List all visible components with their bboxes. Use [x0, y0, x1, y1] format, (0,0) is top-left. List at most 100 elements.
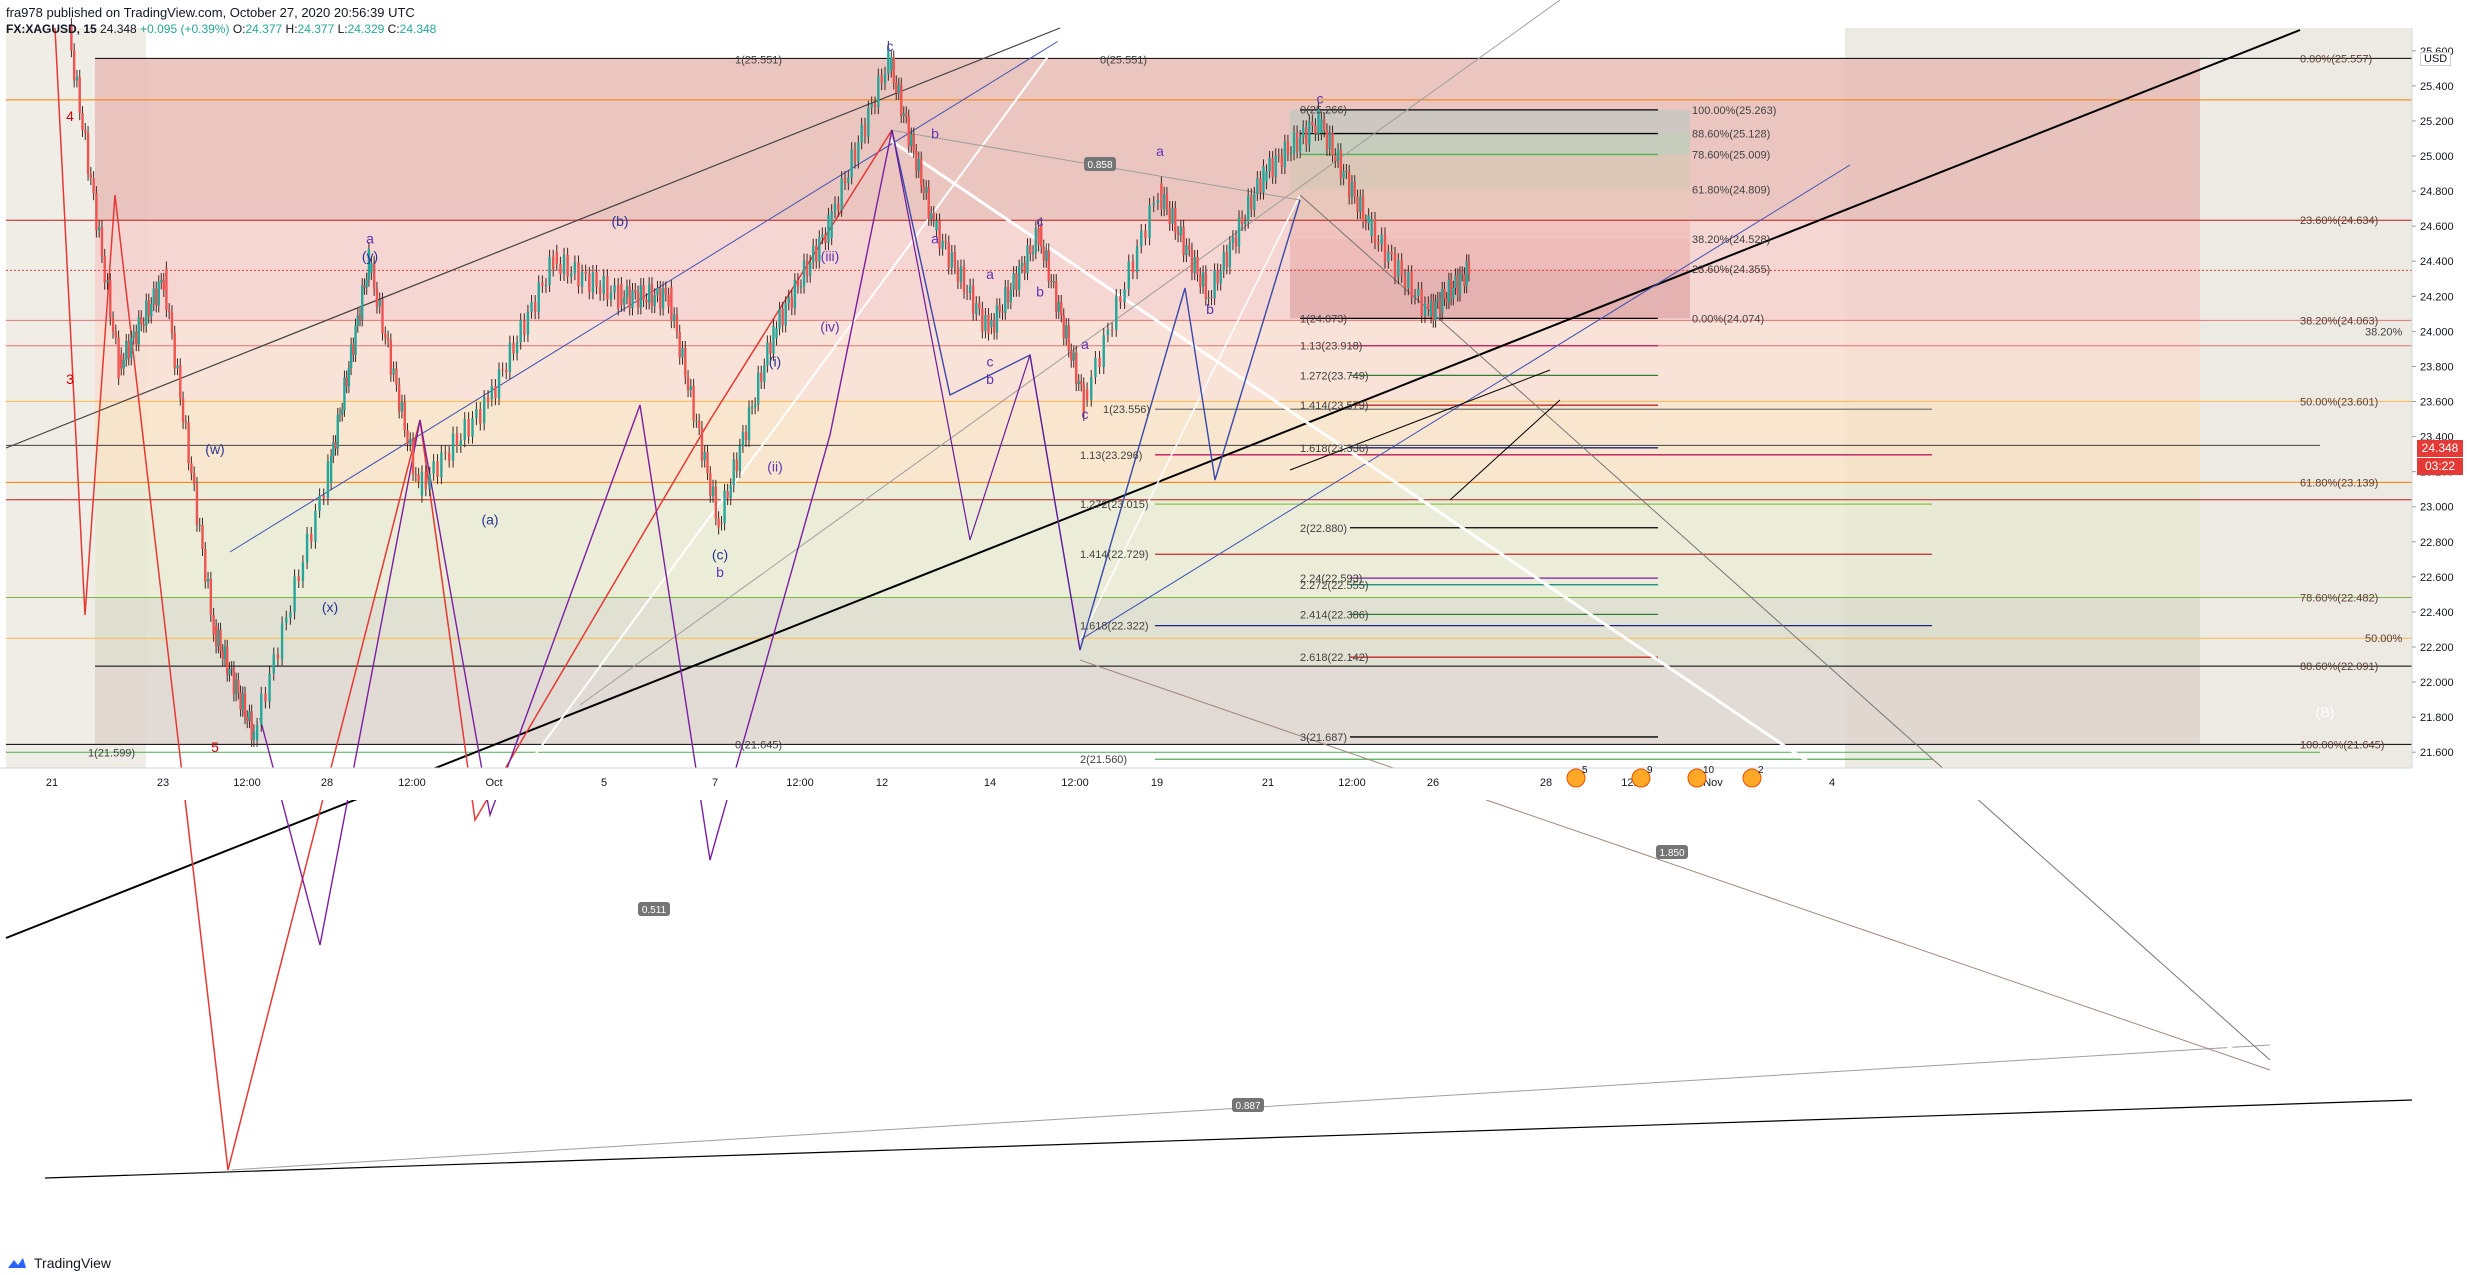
- footer-brand[interactable]: TradingView: [6, 1255, 111, 1271]
- candle-body: [381, 299, 384, 334]
- candle-body: [234, 679, 238, 695]
- price-tick-label: 22.400: [2420, 607, 2454, 619]
- candle-body: [1390, 251, 1393, 254]
- candle-body: [1380, 234, 1383, 245]
- price-tick-label: 22.800: [2420, 537, 2454, 549]
- candle-body: [678, 331, 681, 358]
- candle-body: [1336, 150, 1340, 161]
- candle-body: [72, 50, 76, 81]
- candle-body: [352, 344, 355, 355]
- candle-body: [100, 227, 104, 256]
- candle-body: [750, 407, 754, 409]
- candle-body: [639, 285, 643, 308]
- candle-body: [1350, 182, 1354, 198]
- candle-body: [1174, 208, 1177, 233]
- candle-body: [157, 282, 160, 306]
- candle-body: [1222, 251, 1225, 272]
- fib-level-label: 61.80%(24.809): [1692, 185, 1770, 197]
- candle-body: [479, 409, 482, 424]
- candle-body: [860, 124, 863, 143]
- trend-line: [44, 1099, 2413, 1179]
- candle-body: [1256, 178, 1259, 194]
- candle-body: [1467, 261, 1471, 275]
- candle-body: [559, 263, 562, 274]
- candle-body: [1023, 262, 1026, 274]
- event-icon: [1742, 768, 1762, 788]
- candle-body: [642, 285, 645, 301]
- candle-body: [280, 623, 284, 660]
- candle-body: [1012, 273, 1015, 290]
- event-icon: [1687, 768, 1707, 788]
- candle-body: [276, 654, 280, 660]
- candle-body: [1168, 208, 1171, 224]
- time-axis-label: 21: [1262, 777, 1274, 789]
- candle-body: [252, 731, 256, 740]
- candle-body: [471, 418, 474, 437]
- candle-body: [853, 149, 857, 162]
- candle-body: [1240, 217, 1244, 225]
- candle-body: [922, 186, 925, 193]
- open-label: O:: [232, 22, 246, 36]
- candle-body: [695, 420, 698, 422]
- fib-level-label: 23.60%(24.634): [2300, 215, 2378, 227]
- candle-body: [808, 262, 812, 276]
- candle-body: [992, 320, 996, 333]
- candle-body: [1367, 215, 1370, 224]
- candle-body: [140, 317, 143, 325]
- candle-body: [1131, 261, 1135, 273]
- wave-label: (a): [481, 511, 498, 527]
- current-price-badge: 24.348: [2417, 440, 2463, 457]
- time-axis: [0, 768, 2468, 800]
- candle-body: [1427, 303, 1430, 310]
- trend-line: [1079, 194, 1301, 641]
- candle-body: [389, 340, 393, 375]
- candle-body: [120, 354, 123, 369]
- candle-body: [843, 178, 847, 184]
- candle-body: [201, 524, 204, 550]
- candle-body: [1314, 125, 1317, 134]
- candle-body: [1065, 325, 1068, 339]
- symbol-name[interactable]: FX:XAGUSD, 15: [6, 22, 97, 36]
- high-value: 24.377: [297, 22, 335, 36]
- wave-label: a: [931, 231, 939, 247]
- candle-body: [130, 337, 133, 359]
- candle-body: [255, 724, 259, 740]
- candle-body: [1311, 121, 1314, 126]
- candle-body: [1334, 155, 1337, 161]
- candle-body: [1268, 158, 1271, 172]
- price-tick-label: 21.600: [2420, 747, 2454, 759]
- candle-body: [907, 116, 910, 146]
- fib-level-label: 1(25.551): [735, 54, 782, 66]
- candle-body: [726, 490, 729, 499]
- candle-body: [1283, 141, 1287, 168]
- candle-body: [987, 315, 990, 334]
- wave-label: a: [366, 231, 374, 247]
- close-label: C:: [387, 22, 400, 36]
- candle-body: [1190, 249, 1194, 274]
- candle-body: [1434, 301, 1437, 321]
- wave-label: a: [1081, 336, 1089, 352]
- candle-body: [661, 288, 665, 309]
- candle-body: [1317, 108, 1320, 134]
- candle-body: [490, 386, 494, 400]
- time-axis-label: 21: [46, 777, 58, 789]
- candle-body: [397, 384, 401, 412]
- currency-label[interactable]: USD: [2420, 52, 2452, 66]
- trend-line: [1079, 659, 2271, 1071]
- candle-body: [1067, 325, 1070, 351]
- candle-body: [1009, 289, 1013, 303]
- candle-body: [784, 303, 787, 326]
- candle-body: [956, 267, 960, 282]
- candle-body: [1443, 288, 1446, 300]
- candle-body: [1031, 252, 1035, 255]
- fib-level-label: 38.20%(24.528): [1692, 234, 1770, 246]
- candle-body: [310, 533, 313, 542]
- candle-body: [947, 242, 950, 268]
- candle-body: [1102, 335, 1105, 368]
- candle-body: [981, 308, 984, 332]
- candle-body: [1162, 193, 1166, 210]
- candle-body: [406, 430, 409, 445]
- candle-body: [1171, 208, 1174, 224]
- candle-body: [631, 290, 634, 309]
